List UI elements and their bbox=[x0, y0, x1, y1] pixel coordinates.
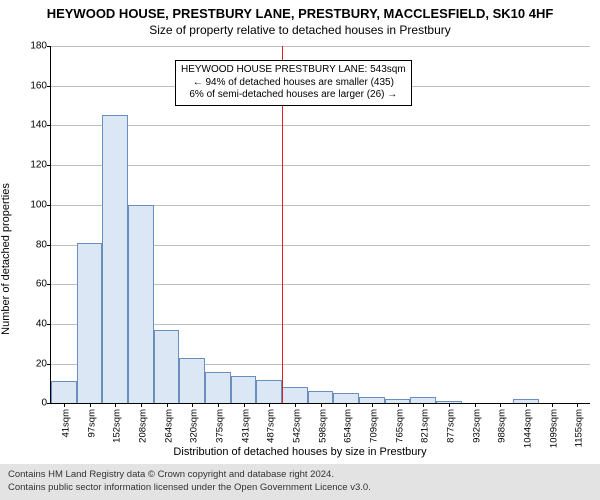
xtick-label: 152sqm bbox=[112, 409, 123, 443]
annotation-line: 6% of semi-detached houses are larger (2… bbox=[181, 89, 406, 102]
xtick-label: 988sqm bbox=[497, 409, 508, 443]
xtick-label: 487sqm bbox=[266, 409, 277, 443]
page-title: HEYWOOD HOUSE, PRESTBURY LANE, PRESTBURY… bbox=[0, 6, 600, 21]
histogram-bar bbox=[436, 401, 462, 403]
xtick-label: 932sqm bbox=[471, 409, 482, 443]
histogram-bar bbox=[410, 397, 436, 403]
ytick-label: 100 bbox=[30, 199, 51, 210]
histogram-bar bbox=[231, 376, 257, 404]
footer-line-2: Contains public sector information licen… bbox=[8, 482, 592, 494]
histogram-bar bbox=[282, 387, 308, 403]
xtick-label: 654sqm bbox=[343, 409, 354, 443]
ytick-label: 180 bbox=[30, 41, 51, 52]
chart-container: HEYWOOD HOUSE, PRESTBURY LANE, PRESTBURY… bbox=[0, 0, 600, 500]
xtick-label: 877sqm bbox=[446, 409, 457, 443]
ytick-label: 60 bbox=[36, 279, 51, 290]
xtick-label: 375sqm bbox=[215, 409, 226, 443]
histogram-bar bbox=[77, 243, 103, 404]
gridline bbox=[51, 46, 590, 47]
chart-area: Number of detached properties 0204060801… bbox=[0, 41, 600, 464]
xtick-mark bbox=[526, 403, 527, 407]
footer: Contains HM Land Registry data © Crown c… bbox=[0, 464, 600, 500]
annotation-line: ← 94% of detached houses are smaller (43… bbox=[181, 77, 406, 90]
histogram-bar bbox=[385, 399, 411, 403]
ytick-label: 40 bbox=[36, 318, 51, 329]
xtick-mark bbox=[500, 403, 501, 407]
xtick-label: 41sqm bbox=[61, 409, 72, 438]
xtick-mark bbox=[346, 403, 347, 407]
gridline bbox=[51, 125, 590, 126]
xtick-label: 542sqm bbox=[292, 409, 303, 443]
annotation-box: HEYWOOD HOUSE PRESTBURY LANE: 543sqm← 94… bbox=[175, 60, 412, 106]
xtick-mark bbox=[423, 403, 424, 407]
histogram-bar bbox=[205, 372, 231, 404]
ytick-label: 140 bbox=[30, 120, 51, 131]
xtick-mark bbox=[577, 403, 578, 407]
xtick-mark bbox=[552, 403, 553, 407]
histogram-bar bbox=[128, 205, 154, 404]
ytick-label: 160 bbox=[30, 80, 51, 91]
ytick-label: 20 bbox=[36, 358, 51, 369]
xtick-label: 765sqm bbox=[394, 409, 405, 443]
xtick-label: 320sqm bbox=[189, 409, 200, 443]
xtick-mark bbox=[321, 403, 322, 407]
histogram-bar bbox=[256, 380, 282, 404]
histogram-bar bbox=[102, 115, 128, 403]
gridline bbox=[51, 165, 590, 166]
xtick-label: 431sqm bbox=[240, 409, 251, 443]
histogram-bar bbox=[333, 393, 359, 403]
xtick-label: 264sqm bbox=[163, 409, 174, 443]
xtick-mark bbox=[90, 403, 91, 407]
xtick-label: 821sqm bbox=[420, 409, 431, 443]
xtick-mark bbox=[192, 403, 193, 407]
xtick-mark bbox=[167, 403, 168, 407]
histogram-bar bbox=[359, 397, 385, 403]
xtick-label: 1044sqm bbox=[523, 409, 534, 448]
xtick-mark bbox=[244, 403, 245, 407]
xtick-mark bbox=[295, 403, 296, 407]
xtick-label: 208sqm bbox=[138, 409, 149, 443]
xtick-label: 97sqm bbox=[86, 409, 97, 438]
xtick-label: 1099sqm bbox=[548, 409, 559, 448]
histogram-bar bbox=[51, 381, 77, 403]
footer-line-1: Contains HM Land Registry data © Crown c… bbox=[8, 469, 592, 481]
xtick-mark bbox=[372, 403, 373, 407]
xtick-label: 709sqm bbox=[369, 409, 380, 443]
xtick-mark bbox=[398, 403, 399, 407]
xtick-mark bbox=[475, 403, 476, 407]
x-axis-label: Distribution of detached houses by size … bbox=[173, 446, 426, 458]
ytick-label: 0 bbox=[41, 398, 51, 409]
xtick-mark bbox=[269, 403, 270, 407]
ytick-label: 80 bbox=[36, 239, 51, 250]
histogram-bar bbox=[308, 391, 334, 403]
histogram-bar bbox=[179, 358, 205, 404]
xtick-label: 1155sqm bbox=[574, 409, 585, 447]
xtick-label: 598sqm bbox=[317, 409, 328, 443]
annotation-line: HEYWOOD HOUSE PRESTBURY LANE: 543sqm bbox=[181, 64, 406, 77]
xtick-mark bbox=[449, 403, 450, 407]
page-subtitle: Size of property relative to detached ho… bbox=[0, 23, 600, 37]
xtick-mark bbox=[218, 403, 219, 407]
xtick-mark bbox=[64, 403, 65, 407]
xtick-mark bbox=[115, 403, 116, 407]
ytick-label: 120 bbox=[30, 160, 51, 171]
plot-region: 02040608010012014016018041sqm97sqm152sqm… bbox=[50, 46, 590, 404]
xtick-mark bbox=[141, 403, 142, 407]
histogram-bar bbox=[154, 330, 180, 403]
histogram-bar bbox=[513, 399, 539, 403]
y-axis-label: Number of detached properties bbox=[0, 183, 12, 335]
